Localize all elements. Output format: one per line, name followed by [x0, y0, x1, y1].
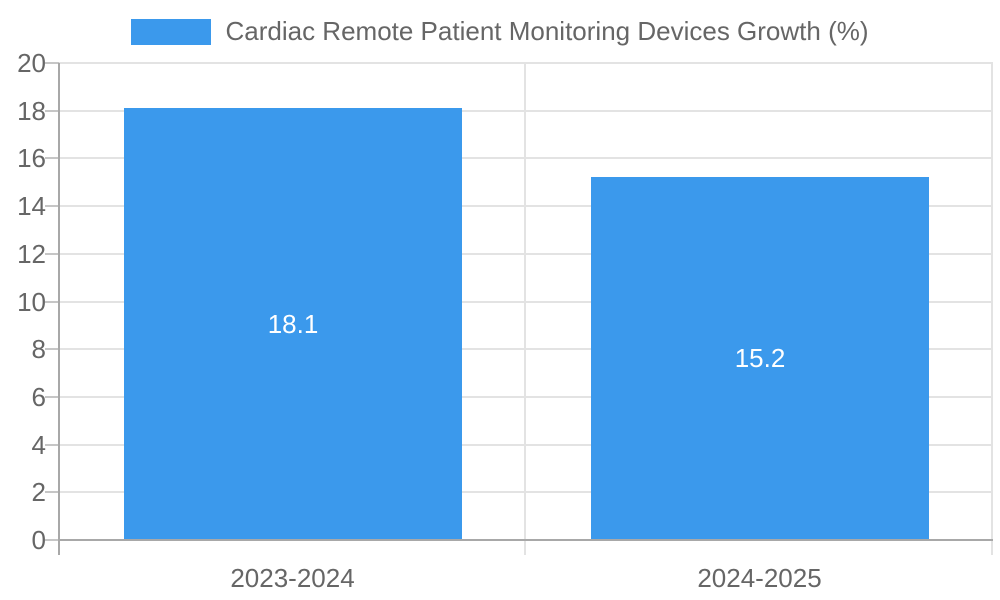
- gridline-vertical: [991, 63, 993, 555]
- gridline-horizontal: [59, 157, 993, 160]
- bar[interactable]: 15.2: [591, 177, 929, 540]
- y-tick-mark: [45, 348, 59, 351]
- legend[interactable]: Cardiac Remote Patient Monitoring Device…: [0, 16, 1000, 47]
- gridline-horizontal: [59, 348, 993, 351]
- legend-swatch: [131, 18, 212, 45]
- y-tick-label: 20: [17, 48, 46, 78]
- y-tick-mark: [45, 300, 59, 303]
- y-tick-mark: [45, 62, 59, 64]
- y-tick-mark: [45, 395, 59, 398]
- y-tick-mark: [45, 539, 59, 541]
- gridline-horizontal: [59, 443, 993, 446]
- bar[interactable]: 18.1: [124, 108, 462, 540]
- y-tick-mark: [45, 252, 59, 255]
- gridline-horizontal: [59, 395, 993, 398]
- y-tick-label: 10: [17, 286, 46, 317]
- y-tick-mark: [45, 205, 59, 208]
- y-tick-label: 12: [17, 238, 46, 269]
- y-tick-label: 6: [31, 381, 46, 412]
- y-tick-mark: [45, 491, 59, 494]
- gridline-horizontal: [59, 109, 993, 112]
- y-tick-label: 0: [31, 525, 46, 555]
- y-tick-mark: [45, 157, 59, 160]
- legend-label: Cardiac Remote Patient Monitoring Device…: [225, 16, 869, 46]
- bar-value-label: 18.1: [267, 308, 319, 339]
- y-tick-label: 4: [31, 429, 46, 460]
- x-axis-label: 2023-2024: [230, 563, 355, 593]
- x-axis-line: [58, 539, 993, 541]
- x-axis-label: 2024-2025: [697, 563, 822, 593]
- gridline-horizontal: [59, 205, 993, 208]
- y-tick-mark: [45, 443, 59, 446]
- gridline-vertical: [524, 63, 526, 555]
- y-tick-label: 18: [17, 95, 46, 126]
- y-tick-label: 14: [17, 191, 46, 222]
- gridline-horizontal: [59, 62, 993, 64]
- y-tick-label: 16: [17, 143, 46, 174]
- plot-area: 18.1 15.2: [58, 62, 993, 555]
- gridline-horizontal: [59, 252, 993, 255]
- gridline-horizontal: [59, 300, 993, 303]
- y-tick-mark: [45, 109, 59, 112]
- y-axis-line: [58, 63, 60, 555]
- bar-value-label: 15.2: [734, 343, 786, 373]
- y-tick-label: 8: [31, 334, 46, 365]
- y-tick-label: 2: [31, 477, 46, 508]
- gridline-horizontal: [59, 491, 993, 494]
